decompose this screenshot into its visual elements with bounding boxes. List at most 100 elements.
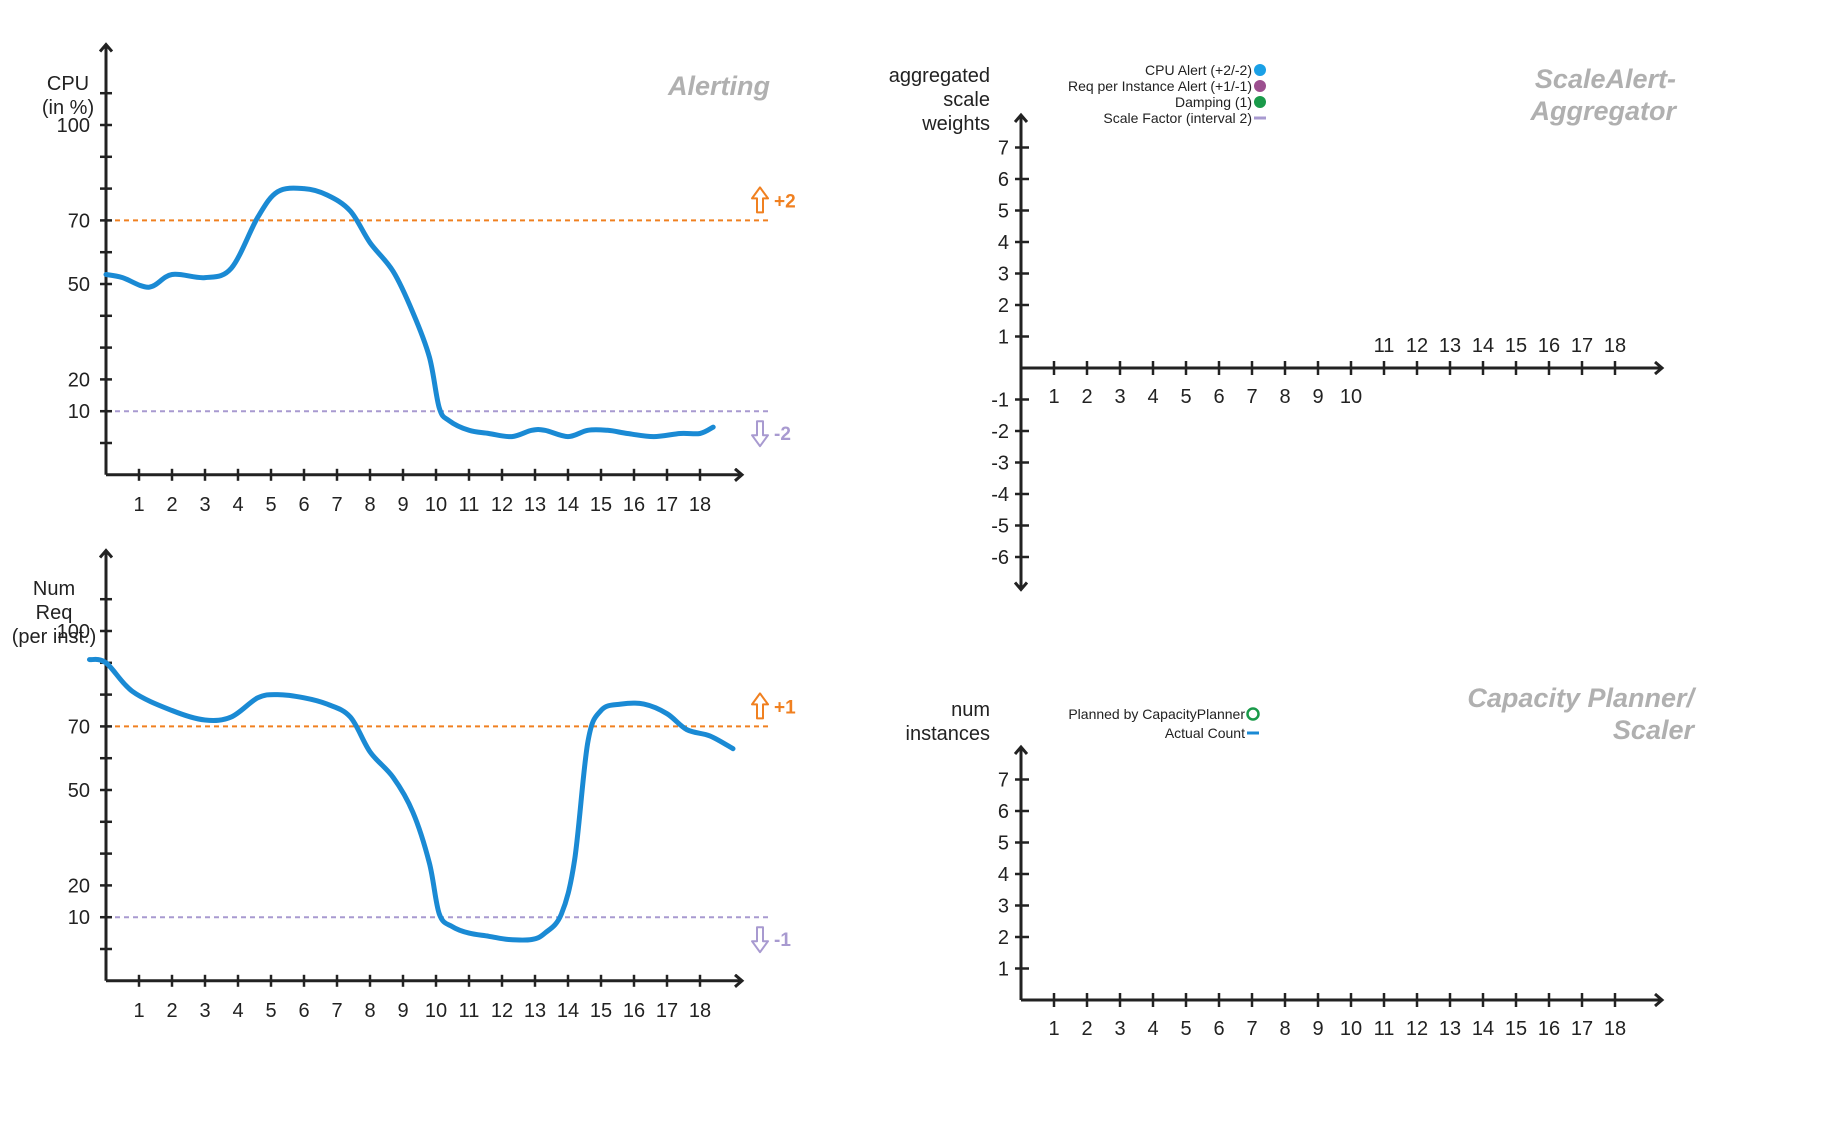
aggregator-x-tick-label: 1 (1048, 386, 1059, 408)
requests-x-tick-label: 10 (425, 1000, 447, 1022)
aggregator-legend: CPU Alert (+2/-2)Req per Instance Alert … (1068, 62, 1266, 126)
alerting-thresholds: +2 -2 (106, 186, 796, 448)
aggregator-y-tick-label: 2 (998, 295, 1009, 317)
alerting-x-tick-label: 6 (298, 494, 309, 516)
aggregator-x-tick-label: 14 (1472, 335, 1494, 357)
aggregator-x-tick-label: 13 (1439, 335, 1461, 357)
requests-y-tick-label: 50 (68, 780, 90, 802)
planner-y-tick-label: 6 (998, 801, 1009, 823)
aggregator-x-tick-label: 6 (1213, 386, 1224, 408)
aggregator-legend-label: Req per Instance Alert (+1/-1) (1068, 78, 1252, 94)
aggregator-y-tick-label: 7 (998, 138, 1009, 160)
planner-legend-ring-icon (1246, 707, 1260, 721)
requests-series-line (87, 656, 736, 943)
planner-title-line-1: Capacity Planner/ (1467, 683, 1696, 713)
planner-y-tick-label: 3 (998, 896, 1009, 918)
aggregator-x-tick-label: 12 (1406, 335, 1428, 357)
alerting-x-tick-label: 17 (656, 494, 678, 516)
requests-y-tick-label: 20 (68, 875, 90, 897)
requests-ylabel-line-3: (per inst.) (12, 626, 96, 648)
alerting-threshold-lower-arrow-icon (751, 420, 769, 448)
aggregator-legend-label: CPU Alert (+2/-2) (1145, 62, 1252, 78)
aggregator-x-tick-label: 4 (1147, 386, 1158, 408)
aggregator-y-tick-label: 5 (998, 201, 1009, 223)
requests-x-tick-label: 12 (491, 1000, 513, 1022)
alerting-x-tick-label: 2 (166, 494, 177, 516)
alerting-x-tick-label: 7 (331, 494, 342, 516)
planner-legend-label: Actual Count (1165, 725, 1245, 741)
requests-series (87, 656, 736, 943)
alerting-x-tick-label: 16 (623, 494, 645, 516)
aggregator-x-tick-label: 3 (1114, 386, 1125, 408)
planner-y-tick-label: 4 (998, 864, 1009, 886)
aggregator-x-tick-label: 11 (1374, 335, 1395, 357)
aggregator-legend-label: Scale Factor (interval 2) (1103, 110, 1252, 126)
aggregator-y-tick-label: -2 (991, 421, 1009, 443)
aggregator-chart: ScaleAlert- Aggregator aggregated scale … (889, 62, 1677, 589)
alerting-x-tick-label: 4 (232, 494, 243, 516)
aggregator-y-tick-label: -1 (991, 390, 1009, 412)
aggregator-legend-dot-icon (1254, 96, 1266, 108)
planner-x-tick-label: 6 (1213, 1018, 1224, 1040)
planner-title-line-2: Scaler (1613, 715, 1696, 745)
planner-y-tick-label: 1 (998, 959, 1009, 981)
alerting-x-tick-label: 11 (459, 494, 480, 516)
alerting-y-tick-label: 70 (68, 210, 90, 232)
aggregator-legend-label: Damping (1) (1175, 94, 1252, 110)
aggregator-y-tick-label: -6 (991, 547, 1009, 569)
requests-x-tick-label: 17 (656, 1000, 678, 1022)
alerting-x-tick-label: 12 (491, 494, 513, 516)
aggregator-y-tick-label: 3 (998, 264, 1009, 286)
aggregator-ylabel-line-1: aggregated (889, 65, 990, 87)
aggregator-y-tick-label: -5 (991, 516, 1009, 538)
requests-x-tick-label: 14 (557, 1000, 579, 1022)
aggregator-ylabel-line-3: weights (921, 113, 990, 135)
aggregator-title-line-1: ScaleAlert- (1535, 64, 1676, 94)
requests-threshold-lower-label: -1 (774, 930, 791, 951)
requests-x-tick-label: 3 (199, 1000, 210, 1022)
planner-ylabel-line-1: num (951, 699, 990, 721)
requests-x-tick-label: 2 (166, 1000, 177, 1022)
aggregator-title-line-2: Aggregator (1529, 96, 1677, 126)
requests-threshold-upper-arrow-icon (751, 692, 769, 720)
alerting-threshold-lower-label: -2 (774, 424, 791, 445)
aggregator-x-tick-label: 10 (1340, 386, 1362, 408)
requests-x-tick-label: 1 (133, 1000, 144, 1022)
requests-threshold-lower-arrow-icon (751, 926, 769, 954)
planner-axes (1021, 748, 1661, 1000)
requests-y-tick-label: 10 (68, 907, 90, 929)
alerting-threshold-upper-label: +2 (774, 191, 796, 212)
aggregator-x-tick-label: 7 (1246, 386, 1257, 408)
alerting-threshold-upper-arrow-icon (751, 186, 769, 214)
planner-legend-label: Planned by CapacityPlanner (1068, 706, 1245, 722)
requests-x-tick-label: 11 (459, 1000, 480, 1022)
planner-chart: Capacity Planner/ Scaler num instances P… (906, 683, 1697, 1040)
planner-x-tick-label: 18 (1604, 1018, 1626, 1040)
aggregator-y-tick-label: 6 (998, 169, 1009, 191)
requests-x-tick-label: 5 (265, 1000, 276, 1022)
aggregator-x-tick-label: 17 (1571, 335, 1593, 357)
requests-x-tick-label: 6 (298, 1000, 309, 1022)
alerting-y-tick-label: 20 (68, 369, 90, 391)
requests-ylabel-line-2: Req (36, 602, 73, 624)
alerting-ylabel-line-2: (in %) (42, 97, 94, 119)
aggregator-ylabel-line-2: scale (943, 89, 990, 111)
alerting-x-tick-label: 14 (557, 494, 579, 516)
alerting-x-tick-label: 9 (397, 494, 408, 516)
alerting-x-tick-label: 8 (364, 494, 375, 516)
planner-y-tick-label: 7 (998, 770, 1009, 792)
alerting-y-tick-label: 50 (68, 274, 90, 296)
requests-thresholds: +1 -1 (106, 692, 796, 954)
requests-y-tick-label: 100 (57, 621, 90, 643)
planner-x-tick-label: 17 (1571, 1018, 1593, 1040)
alerting-x-tick-label: 18 (689, 494, 711, 516)
planner-x-tick-label: 3 (1114, 1018, 1125, 1040)
planner-x-tick-label: 13 (1439, 1018, 1461, 1040)
planner-x-tick-label: 4 (1147, 1018, 1158, 1040)
aggregator-x-tick-label: 18 (1604, 335, 1626, 357)
alerting-y-tick-label: 10 (68, 401, 90, 423)
planner-x-tick-label: 12 (1406, 1018, 1428, 1040)
